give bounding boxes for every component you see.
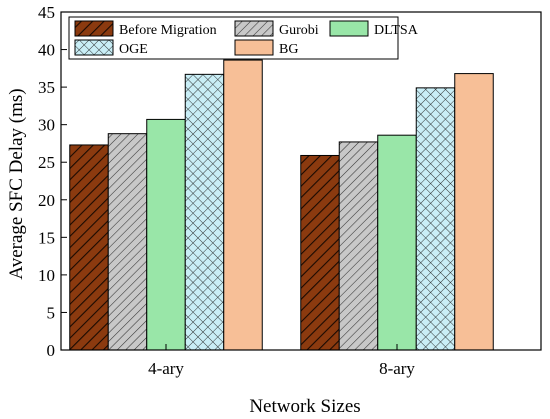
y-tick-label: 40 [38,41,55,60]
legend-label: DLTSA [374,23,419,38]
legend-label: BG [279,42,298,57]
y-tick-label: 45 [38,3,55,22]
y-tick-label: 25 [38,153,55,172]
bar-bg-8-ary [454,73,494,351]
legend-swatch-dltsa [329,20,369,37]
bar-dltsa-8-ary [377,134,417,351]
y-tick-label: 10 [38,266,55,285]
legend-swatch-oge [74,39,114,56]
y-tick-label: 15 [38,228,55,247]
bar-bg-4-ary [223,59,263,351]
legend-swatch-before-migration [74,20,114,37]
legend-label: Gurobi [279,23,319,38]
bar-before-migration-4-ary [69,144,109,351]
y-tick-label: 30 [38,116,55,135]
legend-label: OGE [119,42,148,57]
bars-group [69,59,494,351]
x-tick-label: 8-ary [379,359,415,378]
bar-gurobi-4-ary [107,133,148,351]
y-tick-label: 35 [38,78,55,97]
legend-swatch-bg [234,39,274,56]
x-tick-label: 4-ary [148,359,184,378]
y-tick-label: 0 [47,341,56,360]
bar-oge-8-ary [415,87,456,351]
legend-label: Before Migration [119,23,217,38]
bar-gurobi-8-ary [338,141,379,351]
axes-group: 0 5 10 15 20 25 30 35 40 45 4-ary 8-ary [38,3,542,378]
plot-frame [60,11,542,351]
bar-oge-4-ary [184,73,225,351]
y-tick-label: 5 [47,303,56,322]
x-axis-title: Network Sizes [249,396,360,417]
bar-dltsa-4-ary [146,118,186,351]
bar-before-migration-8-ary [300,154,340,351]
y-axis-title: Average SFC Delay (ms) [6,88,27,279]
y-tick-label: 20 [38,191,55,210]
legend: Before Migration Gurobi DLTSA OGE BG [68,16,419,60]
legend-swatch-gurobi [234,20,274,37]
